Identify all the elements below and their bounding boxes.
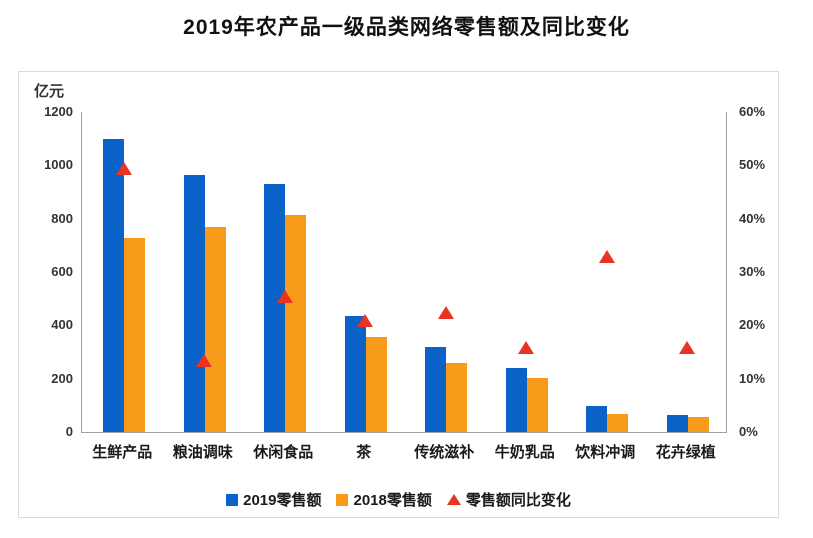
x-axis-category-label: 休闲食品 (253, 444, 314, 461)
x-axis-category-label: 牛奶乳品 (494, 444, 555, 461)
left-axis-tick: 600 (51, 264, 73, 279)
legend-item-2019: 2019零售额 (226, 489, 321, 510)
left-axis-tick: 800 (51, 210, 73, 226)
right-axis-tick: 20% (739, 317, 766, 333)
bar-2018 (365, 337, 387, 432)
legend-label-2019: 2019零售额 (243, 492, 322, 509)
left-axis-tick: 1000 (44, 157, 73, 173)
growth-triangle-marker-icon (598, 250, 615, 263)
bar-2019 (264, 184, 286, 432)
right-axis-tick: 30% (739, 264, 766, 279)
orange-square-icon (336, 493, 349, 506)
blue-square-icon (226, 493, 239, 506)
bar-2019 (103, 138, 125, 432)
bar-2019 (425, 347, 447, 432)
bar-2018 (526, 377, 548, 432)
legend-item-growth: 零售额同比变化 (446, 489, 571, 510)
red-triangle-icon (446, 494, 461, 505)
left-axis-tick: 400 (51, 317, 73, 333)
legend-item-2018: 2018零售额 (336, 489, 432, 510)
left-axis-tick: 0 (65, 424, 73, 439)
x-axis-category-label: 茶 (356, 444, 372, 461)
bar-2018 (124, 237, 146, 432)
bar-2019 (586, 405, 608, 432)
plot-area: 0 200 400 600 800 1000 1200 0% 10% 20% 30% 40% 50% 60… (44, 105, 765, 462)
right-axis-tick: 0% (739, 424, 758, 439)
bar-2018 (285, 214, 307, 432)
legend: 2019零售额 2018零售额 零售额同比变化 (19, 489, 778, 510)
bar-2019 (666, 414, 688, 432)
right-axis-tick: 60% (739, 104, 766, 119)
growth-triangle-marker-icon (276, 290, 293, 303)
growth-triangle-marker-icon (518, 340, 535, 354)
left-axis-tick: 200 (51, 370, 73, 386)
x-axis-category-label: 生鲜产品 (92, 444, 153, 461)
bar-2019 (505, 368, 527, 432)
growth-triangle-marker-icon (357, 314, 374, 327)
bar-2018 (687, 417, 709, 432)
growth-triangle-marker-icon (115, 162, 132, 175)
chart-panel: 亿元 0 200 400 600 800 1000 1200 0% 10% 20% 30% 40% 50… (18, 71, 779, 518)
bar-2018 (607, 413, 629, 432)
left-axis-unit-label: 亿元 (34, 83, 65, 100)
growth-triangle-marker-icon (196, 354, 213, 367)
x-axis-category-label: 花卉绿植 (655, 444, 716, 461)
left-axis-tick: 1200 (44, 104, 73, 119)
right-axis-tick: 10% (739, 370, 766, 386)
bar-2018 (446, 363, 468, 432)
right-axis-tick: 40% (739, 210, 766, 226)
growth-triangle-marker-icon (437, 306, 454, 319)
x-axis-category-label: 传统滋补 (414, 444, 475, 461)
growth-triangle-marker-icon (679, 340, 696, 354)
x-axis-category-label: 粮油调味 (172, 444, 233, 461)
x-axis-category-label: 饮料冲调 (575, 444, 636, 461)
bar-2018 (204, 226, 226, 432)
chart-title: 2019年农产品一级品类网络零售额及同比变化 (183, 16, 630, 39)
bar-2019 (183, 174, 205, 432)
legend-label-2018: 2018零售额 (353, 492, 432, 509)
legend-label-growth: 零售额同比变化 (465, 492, 571, 509)
bar-2019 (344, 316, 366, 432)
right-axis-tick: 50% (739, 157, 766, 173)
